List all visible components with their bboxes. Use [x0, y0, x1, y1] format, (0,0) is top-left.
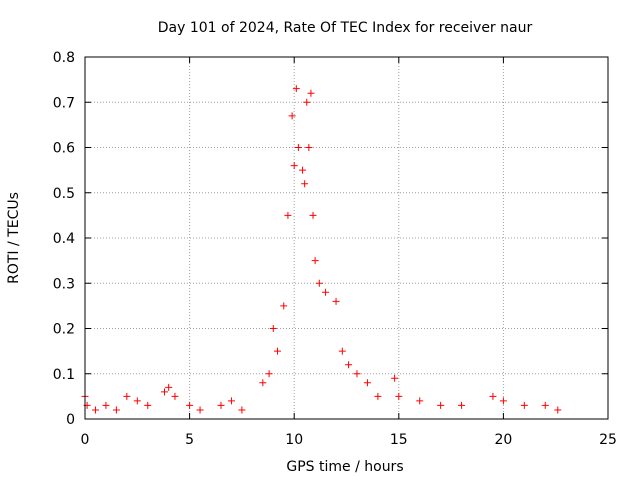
- data-point: [489, 392, 497, 400]
- data-point: [91, 406, 99, 414]
- data-points: [81, 85, 562, 414]
- data-point: [265, 370, 273, 378]
- plot-frame: [84, 56, 609, 420]
- y-tick-label: 0.6: [53, 141, 75, 157]
- data-point: [345, 361, 353, 369]
- data-point: [332, 297, 340, 305]
- data-point: [307, 89, 315, 97]
- data-point: [301, 180, 309, 188]
- data-point: [554, 406, 562, 414]
- data-point: [416, 397, 424, 405]
- x-axis-label: GPS time / hours: [286, 459, 403, 475]
- data-point: [186, 401, 194, 409]
- data-point: [171, 392, 179, 400]
- axis-ticks: 0 0.1 0.2 0.3 0.4 0.5 0.6 0.7 0.8 0 5 10 15 20 25: [53, 50, 617, 448]
- data-point: [353, 370, 361, 378]
- data-point: [238, 406, 246, 414]
- data-point: [305, 144, 313, 151]
- x-tick-label: 10: [285, 432, 303, 448]
- x-tick-label: 25: [599, 432, 617, 448]
- data-point: [363, 379, 371, 387]
- y-tick-label: 0.3: [53, 276, 75, 292]
- x-tick-label: 0: [81, 432, 90, 448]
- data-point: [217, 401, 225, 409]
- y-tick-label: 0.1: [53, 367, 75, 383]
- grid: [85, 57, 608, 419]
- data-point: [541, 401, 549, 409]
- data-point: [311, 257, 319, 265]
- y-axis-label: ROTI / TECUs: [6, 192, 22, 284]
- x-tick-label: 15: [390, 432, 408, 448]
- y-tick-label: 0.8: [53, 50, 75, 66]
- data-point: [196, 406, 204, 414]
- data-point: [303, 98, 311, 106]
- x-tick-label: 20: [494, 432, 512, 448]
- x-tick-label: 5: [185, 432, 194, 448]
- data-point: [322, 288, 330, 296]
- y-tick-label: 0.2: [53, 322, 75, 338]
- data-point: [269, 325, 277, 332]
- data-point: [160, 388, 168, 396]
- y-tick-label: 0.4: [53, 231, 75, 247]
- data-point: [391, 374, 399, 382]
- data-point: [294, 144, 302, 151]
- data-point: [280, 302, 288, 310]
- data-point: [123, 392, 131, 400]
- data-point: [112, 406, 120, 414]
- data-point: [259, 379, 267, 387]
- y-tick-label: 0.5: [53, 186, 75, 202]
- data-point: [374, 392, 382, 400]
- data-point: [290, 162, 298, 170]
- data-point: [133, 397, 141, 405]
- data-point: [284, 211, 292, 219]
- data-point: [102, 401, 110, 409]
- data-point: [292, 85, 300, 93]
- data-point: [395, 392, 403, 400]
- data-point: [315, 279, 323, 287]
- data-point: [499, 397, 507, 405]
- data-point: [458, 401, 466, 409]
- data-point: [520, 401, 528, 409]
- data-point: [273, 347, 281, 355]
- data-point: [227, 397, 235, 405]
- data-point: [144, 401, 152, 409]
- data-point: [165, 383, 173, 391]
- y-tick-label: 0.7: [53, 95, 75, 111]
- chart-title: Day 101 of 2024, Rate Of TEC Index for r…: [158, 20, 533, 36]
- data-point: [299, 166, 307, 174]
- data-point: [437, 401, 445, 409]
- data-point: [288, 112, 296, 120]
- data-point: [309, 211, 317, 219]
- data-point: [338, 347, 346, 355]
- y-tick-label: 0: [66, 412, 75, 428]
